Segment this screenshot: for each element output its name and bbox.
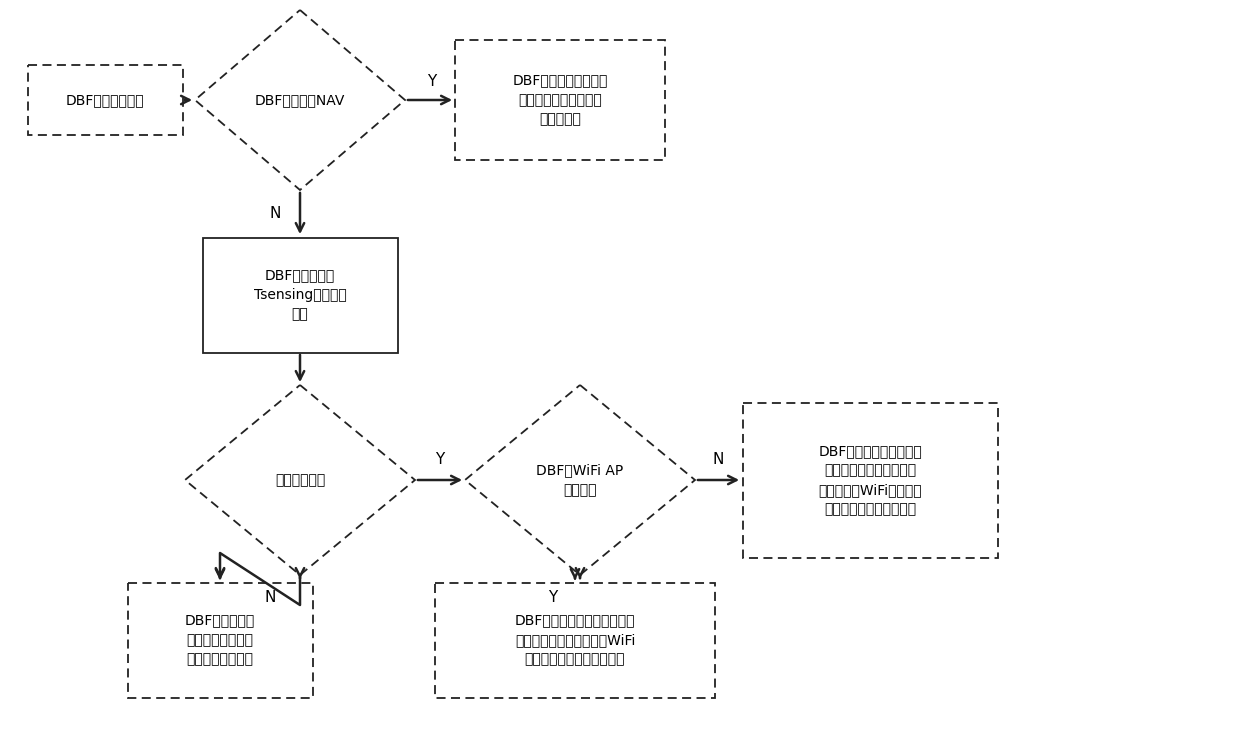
Text: DBF、WiFi AP
是否可见: DBF、WiFi AP 是否可见 (537, 464, 624, 496)
Text: DBF判定信道繁忙，挂
起，等待下次信道接入
尝试的激励: DBF判定信道繁忙，挂 起，等待下次信道接入 尝试的激励 (512, 74, 608, 126)
Text: Y: Y (548, 591, 558, 605)
Bar (455, 40, 665, 160)
Text: DBF是否设置NAV: DBF是否设置NAV (254, 93, 345, 107)
Text: DBF停止竞争信
道，并等待下次信
道接入尝试的激励: DBF停止竞争信 道，并等待下次信 道接入尝试的激励 (185, 613, 255, 666)
Bar (743, 402, 997, 558)
Polygon shape (185, 385, 415, 575)
Bar (435, 583, 715, 697)
Text: Y: Y (435, 453, 445, 467)
Text: 信道是否空闲: 信道是否空闲 (275, 473, 325, 487)
Polygon shape (465, 385, 694, 575)
Polygon shape (195, 10, 405, 190)
Bar (128, 583, 312, 697)
Text: DBF尝试接入信道: DBF尝试接入信道 (66, 93, 144, 107)
Text: DBF调度覆盖重叠范围外
用户进行数据传输，覆盖
重叠范围外WiFi节点可同
时占用信道进行数据传输: DBF调度覆盖重叠范围外 用户进行数据传输，覆盖 重叠范围外WiFi节点可同 时… (818, 444, 921, 516)
Bar (202, 237, 398, 353)
Text: DBF占用信道调度覆盖范围内
所有用户进行数据传输，WiFi
试图接入时，执行退避机制: DBF占用信道调度覆盖范围内 所有用户进行数据传输，WiFi 试图接入时，执行退… (515, 613, 635, 666)
Text: Y: Y (428, 74, 436, 90)
Text: N: N (264, 591, 275, 605)
Text: N: N (712, 453, 724, 467)
Text: N: N (269, 206, 280, 220)
Bar (27, 65, 182, 135)
Text: DBF以固定时间
Tsensing感知信道
状态: DBF以固定时间 Tsensing感知信道 状态 (254, 269, 346, 321)
